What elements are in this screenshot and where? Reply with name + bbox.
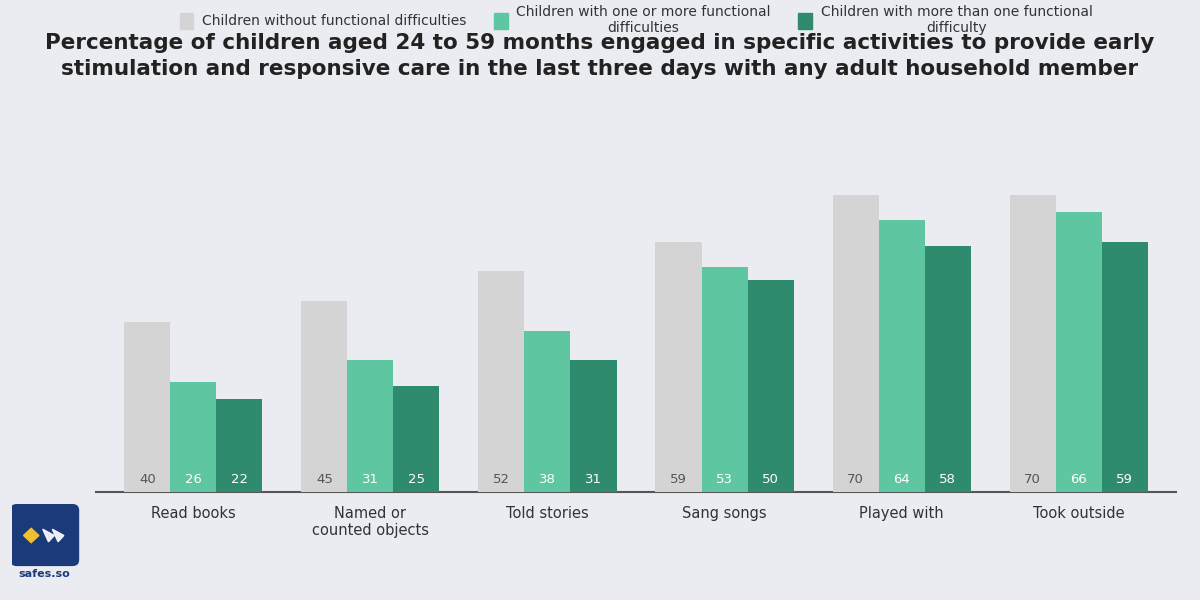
Bar [570, 361, 617, 492]
Polygon shape [53, 529, 64, 542]
Text: 70: 70 [1024, 473, 1042, 485]
Bar [1056, 212, 1102, 492]
Text: 50: 50 [762, 473, 779, 485]
Text: 59: 59 [670, 473, 686, 485]
Text: 31: 31 [586, 473, 602, 485]
Text: 70: 70 [847, 473, 864, 485]
Bar [301, 301, 348, 492]
Text: 31: 31 [362, 473, 379, 485]
Text: 66: 66 [1070, 473, 1087, 485]
Bar [348, 361, 394, 492]
Bar [125, 322, 170, 492]
Text: 59: 59 [1116, 473, 1133, 485]
Text: 26: 26 [185, 473, 202, 485]
Text: 40: 40 [139, 473, 156, 485]
Text: 25: 25 [408, 473, 425, 485]
Text: safes.so: safes.so [19, 569, 71, 579]
Text: 22: 22 [230, 473, 248, 485]
Text: Percentage of children aged 24 to 59 months engaged in specific activities to pr: Percentage of children aged 24 to 59 mon… [46, 33, 1154, 79]
Text: 38: 38 [539, 473, 556, 485]
Bar [394, 386, 439, 492]
Bar [833, 195, 878, 492]
Bar [524, 331, 570, 492]
Text: 52: 52 [493, 473, 510, 485]
Bar [748, 280, 793, 492]
Bar [924, 246, 971, 492]
Bar [216, 398, 263, 492]
Legend: Children without functional difficulties, Children with one or more functional
d: Children without functional difficulties… [180, 5, 1092, 35]
FancyBboxPatch shape [10, 504, 79, 566]
Bar [479, 271, 524, 492]
Bar [170, 382, 216, 492]
Polygon shape [24, 528, 38, 542]
Bar [702, 267, 748, 492]
Bar [878, 220, 924, 492]
Bar [1102, 242, 1147, 492]
Text: 45: 45 [316, 473, 332, 485]
Bar [1009, 195, 1056, 492]
Polygon shape [43, 529, 54, 542]
Text: 64: 64 [893, 473, 910, 485]
Text: 58: 58 [940, 473, 956, 485]
Text: 53: 53 [716, 473, 733, 485]
Bar [655, 242, 702, 492]
